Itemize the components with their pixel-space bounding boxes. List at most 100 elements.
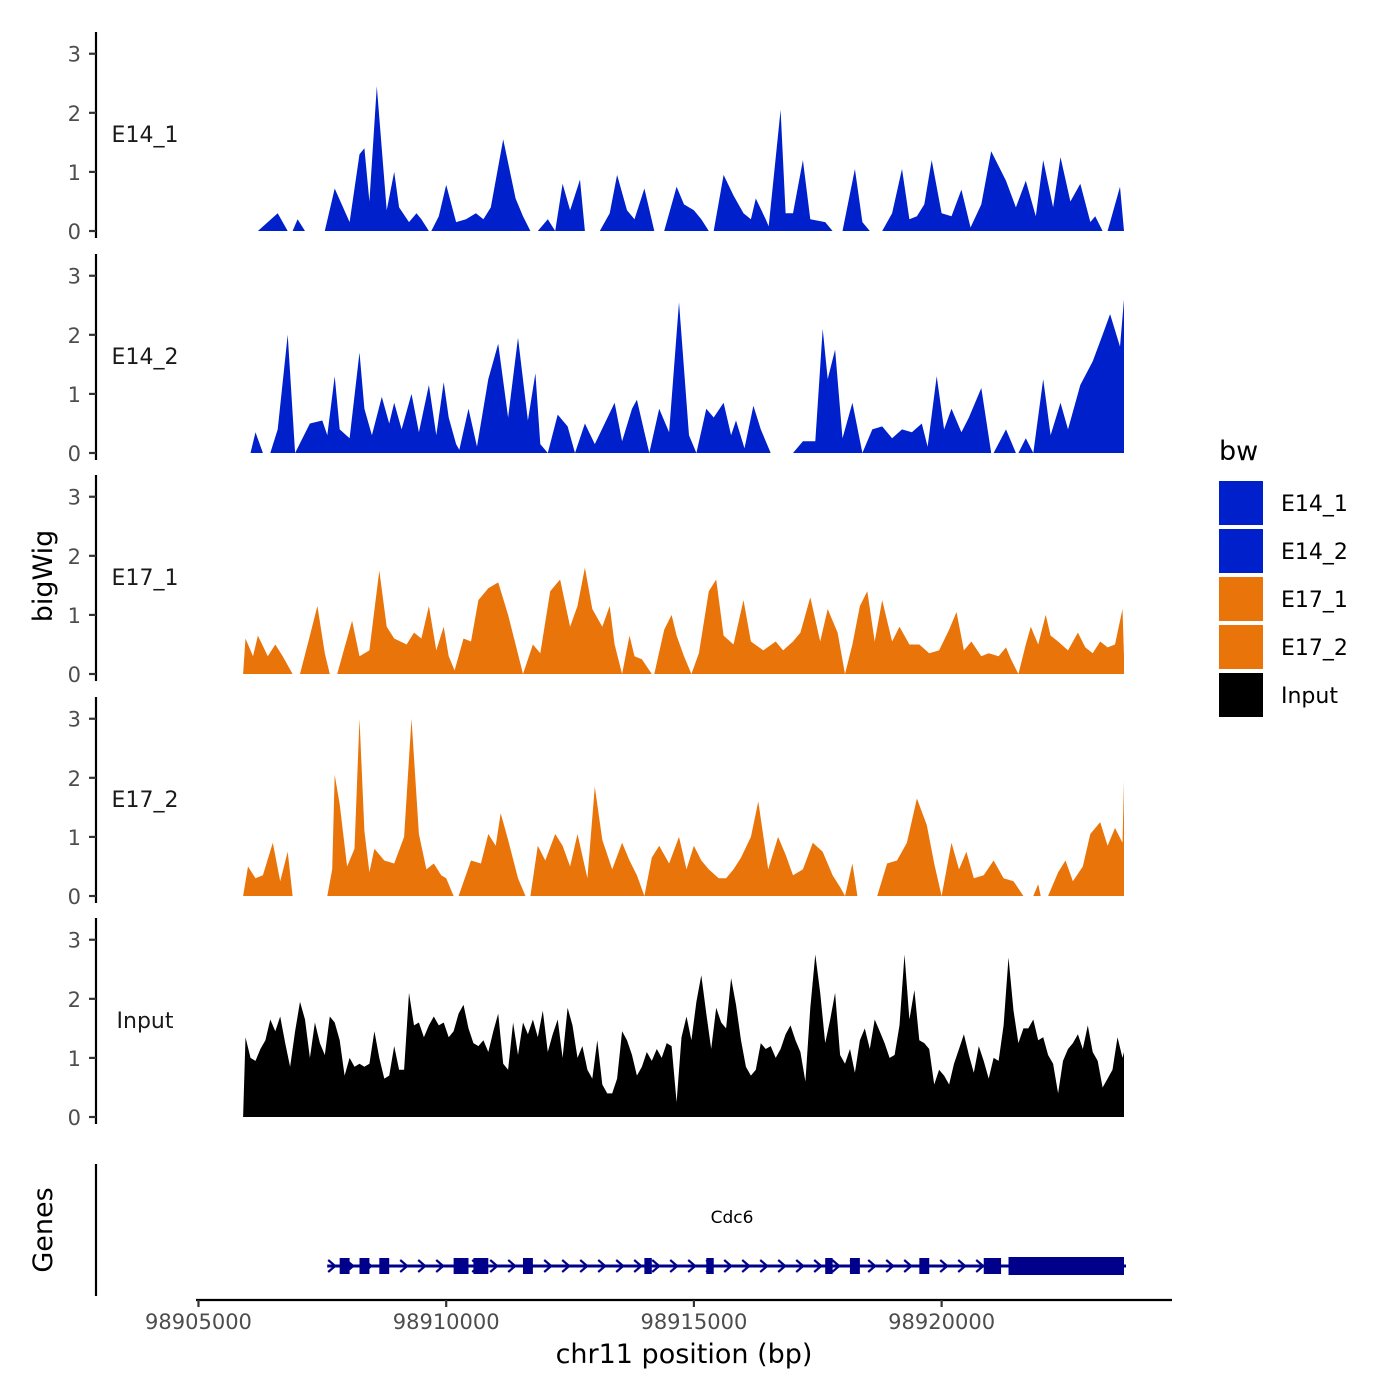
legend-key-Input [1219, 673, 1263, 717]
signal-area-E17_2 [941, 842, 1024, 896]
strand-arrow-icon [975, 1259, 985, 1273]
legend-label-E14_2: E14_2 [1281, 540, 1348, 565]
y-tick-label: 3 [68, 929, 81, 953]
signal-area-E14_2 [696, 402, 746, 453]
signal-area-E17_2 [1033, 884, 1041, 896]
signal-area-E14_2 [649, 302, 697, 453]
exon [983, 1258, 1002, 1274]
signal-area-E17_1 [243, 635, 293, 674]
signal-area-E14_2 [575, 399, 650, 453]
strand-arrow-icon [651, 1259, 661, 1273]
x-axis-title: chr11 position (bp) [556, 1339, 813, 1370]
signal-area-E14_2 [250, 432, 263, 453]
signal-area-E14_1 [968, 151, 1093, 231]
strand-arrow-icon [597, 1259, 607, 1273]
strand-arrow-icon [777, 1259, 787, 1273]
track-label-E14_1: E14_1 [112, 123, 179, 148]
strand-arrow-icon [543, 1259, 553, 1273]
strand-arrow-icon [435, 1259, 445, 1273]
exon [359, 1258, 370, 1274]
gene-name-label: Cdc6 [711, 1208, 754, 1228]
signal-area-E17_2 [458, 813, 526, 896]
signal-area-E14_1 [555, 179, 585, 231]
signal-area-E14_1 [664, 186, 709, 231]
strand-arrow-icon [327, 1259, 337, 1273]
signal-area-E17_1 [654, 614, 692, 674]
y-tick-label: 1 [68, 1047, 81, 1071]
y-tick-label: 0 [68, 663, 81, 687]
y-tick-label: 2 [68, 324, 81, 348]
y-tick-label: 3 [68, 486, 81, 510]
signal-area-E17_1 [337, 570, 457, 674]
y-axis-title: bigWig [28, 530, 59, 623]
legend-title: bw [1219, 436, 1258, 467]
y-tick-label: 0 [68, 885, 81, 909]
exon [339, 1258, 350, 1274]
legend-label-E17_1: E17_1 [1281, 588, 1348, 613]
signal-area-E14_2 [1018, 438, 1034, 453]
tracks-area: 0 1 2 3 E14_1 0 1 2 3 E14_2 0 1 2 3 E17_1 0 1 2 3 E17_2 0 1 2 3… [68, 32, 1125, 1130]
signal-area-E14_2 [926, 376, 992, 453]
track-label-Input: Input [117, 1009, 174, 1034]
y-tick-label: 2 [68, 545, 81, 569]
track-label-E17_2: E17_2 [112, 788, 179, 813]
strand-arrow-icon [903, 1259, 913, 1273]
strand-arrow-icon [723, 1259, 733, 1273]
track-E17_1: 0 1 2 3 E17_1 [68, 475, 1124, 687]
y-tick-label: 3 [68, 708, 81, 732]
track-Input: 0 1 2 3 Input [68, 918, 1125, 1130]
signal-area-E14_2 [270, 334, 296, 453]
signal-area-E17_2 [1048, 727, 1124, 896]
exon [706, 1258, 714, 1274]
signal-area-E17_1 [845, 591, 1019, 674]
strand-arrow-icon [669, 1259, 679, 1273]
signal-area-E14_1 [537, 219, 556, 231]
strand-arrow-icon [795, 1259, 805, 1273]
strand-arrow-icon [633, 1259, 643, 1273]
legend: bw E14_1 E14_2 E17_1 E17_2 Input [1219, 436, 1348, 717]
gene-panel-title: Genes [28, 1187, 59, 1272]
strand-arrow-icon [741, 1259, 751, 1273]
signal-area-E14_2 [793, 328, 863, 453]
y-tick-label: 1 [68, 826, 81, 850]
x-axis: 98905000 98910000 98915000 98920000 chr11 p… [145, 1298, 1172, 1370]
exon [1008, 1257, 1124, 1275]
y-tick-label: 1 [68, 604, 81, 628]
track-E14_2: 0 1 2 3 E14_2 [68, 254, 1124, 466]
strand-arrow-icon [507, 1259, 517, 1273]
signal-area-E17_1 [300, 606, 330, 674]
y-tick-label: 2 [68, 767, 81, 791]
y-tick-label: 3 [68, 43, 81, 67]
signal-area-E14_1 [324, 86, 429, 231]
track-E17_2: 0 1 2 3 E17_2 [68, 697, 1124, 909]
signal-area-E17_2 [327, 718, 454, 896]
strand-arrow-icon [615, 1259, 625, 1273]
signal-area-E14_2 [1033, 299, 1124, 453]
signal-area-E14_1 [768, 109, 833, 231]
signal-area-Input [243, 954, 1125, 1117]
signal-area-E14_2 [458, 408, 479, 453]
signal-area-E17_2 [877, 798, 942, 896]
signal-area-E14_2 [743, 405, 771, 453]
strand-arrow-icon [489, 1259, 499, 1273]
exon [522, 1258, 533, 1274]
signal-area-E14_1 [882, 160, 972, 231]
signal-area-E17_1 [453, 582, 523, 674]
signal-area-E14_2 [475, 337, 548, 453]
signal-area-E14_2 [862, 423, 930, 453]
signal-area-E14_2 [547, 414, 575, 453]
exon [644, 1258, 652, 1274]
signal-area-E14_1 [257, 213, 288, 231]
track-label-E14_2: E14_2 [112, 345, 179, 370]
strand-arrow-icon [759, 1259, 769, 1273]
y-tick-label: 1 [68, 383, 81, 407]
signal-area-E14_1 [713, 174, 771, 231]
gene-glyphs [327, 1257, 1126, 1275]
exon [849, 1258, 860, 1274]
strand-arrow-icon [417, 1259, 427, 1273]
signal-area-E17_1 [1018, 514, 1124, 674]
signal-area-E17_1 [691, 579, 845, 674]
x-tick-label: 98920000 [888, 1310, 995, 1334]
exon [379, 1258, 390, 1274]
